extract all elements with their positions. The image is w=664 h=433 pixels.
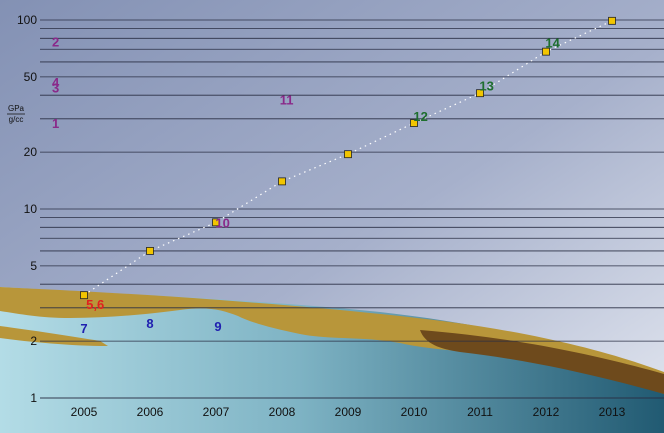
data-point [410, 119, 418, 127]
annotation-label: 13 [479, 79, 493, 94]
data-point [476, 89, 484, 98]
y-tick-label: 10 [24, 202, 38, 216]
grid-lines [40, 19, 664, 399]
annotation-label: 8 [146, 316, 153, 331]
x-tick-label: 2006 [137, 405, 164, 419]
data-point [542, 47, 550, 56]
x-tick-label: 2012 [533, 405, 560, 419]
annotation-label: 12 [413, 109, 427, 124]
x-tick-label: 2013 [599, 405, 626, 419]
annotation-label: 10 [215, 215, 229, 230]
annotation-label: 5,6 [86, 297, 104, 312]
data-point [344, 150, 352, 159]
y-tick-label: 20 [24, 145, 38, 159]
x-tick-label: 2011 [467, 405, 493, 419]
annotation-label: 1 [52, 116, 59, 131]
x-tick-label: 2010 [401, 405, 428, 419]
y-tick-label: 2 [30, 334, 37, 348]
y-unit-top: GPa [8, 104, 25, 113]
x-tick-label: 2007 [203, 405, 230, 419]
earth-illustration [0, 287, 664, 433]
data-point [80, 291, 88, 300]
data-point [278, 177, 286, 186]
x-tick-label: 2005 [71, 405, 98, 419]
data-point [146, 247, 154, 255]
y-tick-label: 5 [30, 259, 37, 273]
x-tick-label: 2009 [335, 405, 362, 419]
data-point [212, 218, 220, 227]
y-unit-label: GPa g/cc [7, 104, 25, 124]
annotation-label: 14 [545, 36, 560, 51]
data-point [608, 16, 616, 25]
y-tick-label: 1 [30, 391, 37, 405]
ocean-shape [0, 287, 664, 433]
annotation-label: 3 [52, 80, 59, 95]
annotation-label: 4 [52, 75, 60, 90]
y-unit-bottom: g/cc [9, 115, 24, 124]
annotation-label: 2 [52, 34, 59, 49]
y-tick-label: 100 [17, 13, 37, 27]
annotation-label: 11 [280, 92, 294, 107]
y-tick-labels: 1 2 5 10 20 50 100 [17, 13, 37, 405]
annotation-label: 7 [80, 321, 87, 336]
y-tick-label: 50 [24, 70, 38, 84]
data-points [80, 16, 616, 300]
landmass-shape [0, 287, 664, 394]
x-tick-label: 2008 [269, 405, 296, 419]
landmass-shadow [420, 330, 664, 394]
annotation-label: 9 [214, 319, 221, 334]
x-tick-labels: 2005 2006 2007 2008 2009 2010 2011 2012 2013 [71, 405, 626, 419]
